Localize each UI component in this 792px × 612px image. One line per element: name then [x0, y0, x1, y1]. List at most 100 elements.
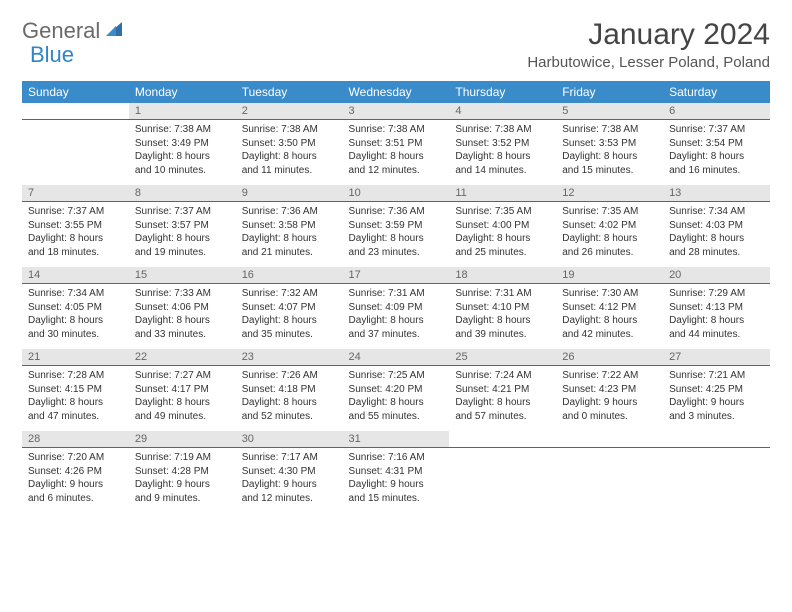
day-cell-line: Sunset: 4:25 PM [669, 383, 764, 397]
day-cell-line: Sunset: 4:05 PM [28, 301, 123, 315]
day-cell [663, 448, 770, 514]
day-cell: Sunrise: 7:17 AMSunset: 4:30 PMDaylight:… [236, 448, 343, 514]
day-cell-line: Daylight: 8 hours [28, 396, 123, 410]
day-cell-line: Sunset: 4:20 PM [349, 383, 444, 397]
day-cell-line: Sunrise: 7:38 AM [242, 123, 337, 137]
title-block: January 2024 Harbutowice, Lesser Poland,… [527, 18, 770, 71]
day-cell: Sunrise: 7:31 AMSunset: 4:10 PMDaylight:… [449, 284, 556, 350]
day-cell-line: Sunrise: 7:32 AM [242, 287, 337, 301]
week-row: Sunrise: 7:38 AMSunset: 3:49 PMDaylight:… [22, 120, 770, 186]
day-cell-line: and 12 minutes. [349, 164, 444, 178]
day-cell: Sunrise: 7:33 AMSunset: 4:06 PMDaylight:… [129, 284, 236, 350]
day-cell-line: Sunrise: 7:17 AM [242, 451, 337, 465]
day-number: 14 [22, 267, 129, 284]
day-cell-line: and 30 minutes. [28, 328, 123, 342]
weekday-header: Monday [129, 81, 236, 103]
day-number: 13 [663, 185, 770, 202]
day-cell-line: Sunrise: 7:31 AM [349, 287, 444, 301]
day-number [449, 431, 556, 448]
day-cell-line: Sunrise: 7:26 AM [242, 369, 337, 383]
day-cell-line: Daylight: 8 hours [28, 314, 123, 328]
day-cell-line: Daylight: 9 hours [349, 478, 444, 492]
day-cell-line: Sunrise: 7:24 AM [455, 369, 550, 383]
day-cell: Sunrise: 7:38 AMSunset: 3:51 PMDaylight:… [343, 120, 450, 186]
day-cell-line: and 52 minutes. [242, 410, 337, 424]
day-cell-line: Daylight: 9 hours [562, 396, 657, 410]
day-cell-line: and 39 minutes. [455, 328, 550, 342]
day-cell-line: Sunset: 4:30 PM [242, 465, 337, 479]
week-row: Sunrise: 7:28 AMSunset: 4:15 PMDaylight:… [22, 366, 770, 432]
day-cell-line: Sunrise: 7:22 AM [562, 369, 657, 383]
day-cell-line: and 15 minutes. [349, 492, 444, 506]
day-cell-line: Sunrise: 7:27 AM [135, 369, 230, 383]
day-cell-line: Daylight: 9 hours [242, 478, 337, 492]
day-cell-line: Daylight: 8 hours [669, 150, 764, 164]
day-cell-line: Sunrise: 7:16 AM [349, 451, 444, 465]
day-cell-line: Daylight: 8 hours [28, 232, 123, 246]
day-number: 20 [663, 267, 770, 284]
day-cell-line: and 12 minutes. [242, 492, 337, 506]
day-cell-line: Daylight: 8 hours [562, 232, 657, 246]
day-cell-line: and 21 minutes. [242, 246, 337, 260]
day-cell-line: Sunrise: 7:21 AM [669, 369, 764, 383]
weekday-header: Sunday [22, 81, 129, 103]
day-cell-line: and 26 minutes. [562, 246, 657, 260]
day-cell: Sunrise: 7:36 AMSunset: 3:58 PMDaylight:… [236, 202, 343, 268]
day-cell-line: Daylight: 8 hours [455, 232, 550, 246]
day-cell-line: and 3 minutes. [669, 410, 764, 424]
day-cell-line: Sunset: 4:26 PM [28, 465, 123, 479]
day-cell-line: Sunset: 4:18 PM [242, 383, 337, 397]
day-number-row: 28293031 [22, 431, 770, 448]
day-cell [556, 448, 663, 514]
day-cell-line: Daylight: 8 hours [349, 314, 444, 328]
day-cell-line: Sunset: 3:54 PM [669, 137, 764, 151]
day-cell-line: Sunset: 4:00 PM [455, 219, 550, 233]
day-number [556, 431, 663, 448]
day-cell: Sunrise: 7:16 AMSunset: 4:31 PMDaylight:… [343, 448, 450, 514]
weekday-header-row: Sunday Monday Tuesday Wednesday Thursday… [22, 81, 770, 103]
day-cell-line: Sunset: 3:53 PM [562, 137, 657, 151]
day-cell-line: Sunset: 3:55 PM [28, 219, 123, 233]
day-number: 7 [22, 185, 129, 202]
day-cell: Sunrise: 7:26 AMSunset: 4:18 PMDaylight:… [236, 366, 343, 432]
day-cell-line: Daylight: 8 hours [455, 314, 550, 328]
day-cell-line: Sunrise: 7:33 AM [135, 287, 230, 301]
day-number: 19 [556, 267, 663, 284]
day-cell-line: Daylight: 8 hours [349, 232, 444, 246]
day-cell-line: Sunset: 4:17 PM [135, 383, 230, 397]
day-cell-line: and 49 minutes. [135, 410, 230, 424]
day-cell-line: Daylight: 8 hours [562, 314, 657, 328]
day-cell-line: Sunset: 4:21 PM [455, 383, 550, 397]
day-number-row: 78910111213 [22, 185, 770, 202]
day-cell-line: Daylight: 8 hours [349, 150, 444, 164]
day-cell: Sunrise: 7:20 AMSunset: 4:26 PMDaylight:… [22, 448, 129, 514]
day-number: 8 [129, 185, 236, 202]
day-cell-line: Sunset: 4:10 PM [455, 301, 550, 315]
day-cell-line: Sunrise: 7:28 AM [28, 369, 123, 383]
day-cell-line: Sunrise: 7:35 AM [562, 205, 657, 219]
day-cell: Sunrise: 7:27 AMSunset: 4:17 PMDaylight:… [129, 366, 236, 432]
day-cell-line: Sunrise: 7:30 AM [562, 287, 657, 301]
day-cell-line: and 47 minutes. [28, 410, 123, 424]
day-cell: Sunrise: 7:36 AMSunset: 3:59 PMDaylight:… [343, 202, 450, 268]
week-row: Sunrise: 7:34 AMSunset: 4:05 PMDaylight:… [22, 284, 770, 350]
header: General January 2024 Harbutowice, Lesser… [22, 18, 770, 71]
day-cell: Sunrise: 7:37 AMSunset: 3:55 PMDaylight:… [22, 202, 129, 268]
day-number-row: 14151617181920 [22, 267, 770, 284]
day-cell-line: Sunset: 4:28 PM [135, 465, 230, 479]
day-number: 15 [129, 267, 236, 284]
day-cell [449, 448, 556, 514]
day-cell-line: Daylight: 8 hours [135, 314, 230, 328]
weekday-header: Saturday [663, 81, 770, 103]
day-cell-line: Sunrise: 7:37 AM [135, 205, 230, 219]
day-cell-line: and 15 minutes. [562, 164, 657, 178]
day-number: 4 [449, 103, 556, 120]
day-cell-line: Sunset: 4:13 PM [669, 301, 764, 315]
day-cell-line: Sunrise: 7:19 AM [135, 451, 230, 465]
day-cell-line: and 10 minutes. [135, 164, 230, 178]
day-cell: Sunrise: 7:32 AMSunset: 4:07 PMDaylight:… [236, 284, 343, 350]
day-cell-line: and 25 minutes. [455, 246, 550, 260]
day-cell-line: Daylight: 8 hours [135, 396, 230, 410]
day-number-row: 123456 [22, 103, 770, 120]
day-cell-line: Sunrise: 7:37 AM [669, 123, 764, 137]
